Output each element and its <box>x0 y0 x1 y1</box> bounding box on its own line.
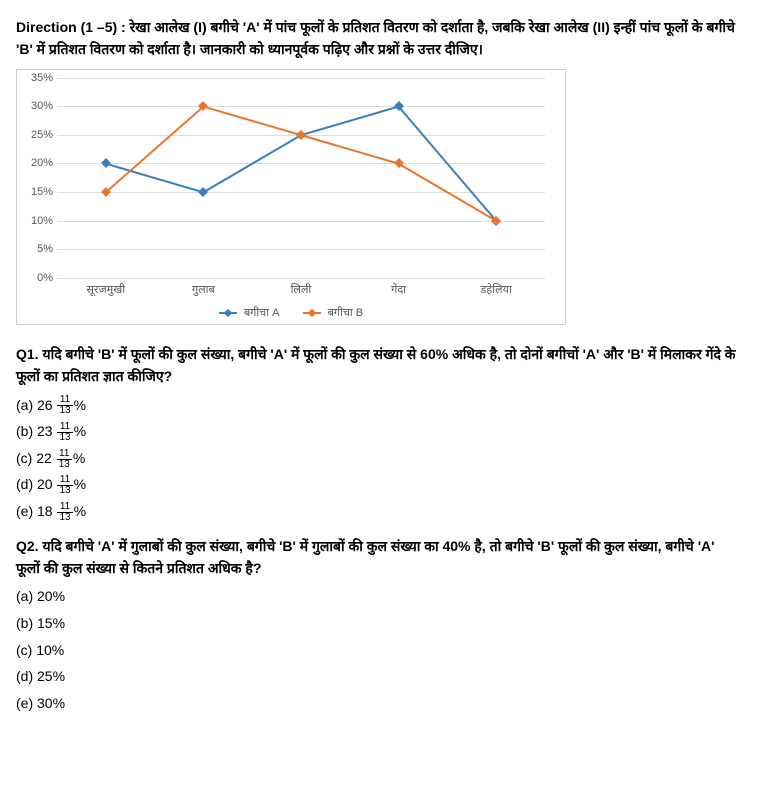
q2-option-c: (c) 10% <box>16 637 741 664</box>
direction-text: Direction (1 –5) : रेखा आलेख (I) बगीचे '… <box>16 16 741 61</box>
chart-plot-area: 0%5%10%15%20%25%30%35% <box>57 78 545 278</box>
q1-option-d: (d) 20 1113% <box>16 471 741 498</box>
q1-option-b: (b) 23 1113% <box>16 418 741 445</box>
q2-option-b: (b) 15% <box>16 610 741 637</box>
chart-legend: बगीचा A बगीचा B <box>27 305 555 320</box>
chart-markers <box>57 78 545 278</box>
q1-prompt: Q1. यदि बगीचे 'B' में फूलों की कुल संख्य… <box>16 343 741 388</box>
q2-option-e: (e) 30% <box>16 690 741 717</box>
q1-options: (a) 26 1113% (b) 23 1113% (c) 22 1113% (… <box>16 392 741 525</box>
q2-prompt: Q2. यदि बगीचे 'A' में गुलाबों की कुल संख… <box>16 535 741 580</box>
q2-options: (a) 20% (b) 15% (c) 10% (d) 25% (e) 30% <box>16 583 741 716</box>
legend-label-b: बगीचा B <box>328 307 364 319</box>
x-axis-labels: सूरजमुखीगुलाबलिलीगेंदाडहेलिया <box>57 282 545 297</box>
legend-marker-b <box>303 312 321 314</box>
line-chart: 0%5%10%15%20%25%30%35% सूरजमुखीगुलाबलिली… <box>16 69 566 325</box>
legend-item-b: बगीचा B <box>303 305 364 320</box>
q2-option-a: (a) 20% <box>16 583 741 610</box>
legend-marker-a <box>219 312 237 314</box>
legend-label-a: बगीचा A <box>244 307 280 319</box>
y-axis-labels: 0%5%10%15%20%25%30%35% <box>27 78 55 278</box>
q1-option-c: (c) 22 1113% <box>16 445 741 472</box>
q1-option-a: (a) 26 1113% <box>16 392 741 419</box>
q1-option-e: (e) 18 1113% <box>16 498 741 525</box>
q2-option-d: (d) 25% <box>16 663 741 690</box>
legend-item-a: बगीचा A <box>219 305 280 320</box>
